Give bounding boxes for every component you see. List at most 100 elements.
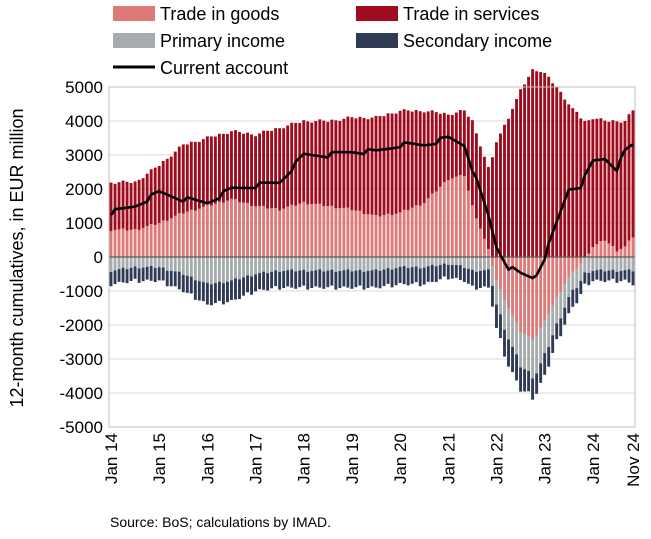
bar-segment: [611, 120, 615, 246]
bar-segment: [298, 122, 302, 204]
x-tick-label: Jan 23: [536, 433, 555, 484]
bar-segment: [209, 136, 213, 206]
bar-segment: [217, 281, 221, 301]
bar-segment: [270, 257, 274, 272]
bar-segment: [165, 257, 169, 271]
bar-segment: [631, 271, 635, 286]
bar-segment: [189, 209, 193, 257]
bar-segment: [406, 268, 410, 286]
bar-segment: [390, 257, 394, 270]
bar-segment: [238, 279, 241, 300]
bar-segment: [503, 124, 506, 257]
bar-segment: [262, 205, 266, 257]
bar-segment: [511, 108, 514, 257]
bar-segment: [450, 114, 454, 179]
x-tick-label: Jan 15: [150, 433, 169, 484]
bar-segment: [314, 121, 318, 204]
bar-segment: [478, 228, 482, 257]
bar-segment: [563, 99, 567, 257]
bar-segment: [442, 181, 446, 257]
bar-segment: [250, 206, 253, 257]
bar-segment: [362, 257, 366, 272]
bar-segment: [278, 271, 282, 290]
bar-segment: [169, 257, 173, 272]
bar-segment: [539, 327, 543, 364]
bar-segment: [205, 204, 209, 257]
bar-segment: [418, 257, 422, 269]
bar-segment: [583, 121, 587, 257]
bar-segment: [386, 113, 390, 214]
bar-segment: [470, 257, 474, 270]
bar-segment: [290, 269, 294, 288]
bar-segment: [627, 257, 631, 270]
bar-segment: [547, 347, 551, 367]
bar-segment: [161, 160, 165, 221]
bar-segment: [591, 257, 595, 272]
bar-segment: [246, 202, 249, 257]
y-tick-label: -4000: [60, 384, 103, 403]
bar-segment: [362, 271, 366, 290]
bar-segment: [555, 323, 559, 340]
bar-segment: [418, 268, 422, 287]
bar-segment: [450, 257, 454, 266]
bar-segment: [446, 180, 450, 257]
bar-segment: [555, 296, 559, 324]
bar-segment: [246, 257, 249, 276]
bar-segment: [587, 272, 591, 286]
bar-segment: [402, 209, 406, 257]
bar-segment: [374, 115, 378, 215]
bar-segment: [430, 264, 434, 282]
y-tick-label: 1000: [65, 214, 103, 233]
bar-segment: [543, 72, 547, 258]
bar-segment: [358, 269, 362, 286]
x-tick-label: Jan 20: [391, 433, 410, 484]
bar-segment: [382, 269, 386, 287]
bar-segment: [346, 116, 350, 208]
bar-segment: [631, 237, 635, 257]
bar-segment: [499, 257, 502, 290]
bar-segment: [270, 130, 274, 209]
bar-segment: [563, 307, 567, 325]
bar-segment: [294, 205, 298, 257]
legend-label-current-account: Current account: [160, 58, 288, 78]
bar-segment: [599, 118, 603, 242]
bar-segment: [121, 267, 125, 283]
bar-segment: [519, 367, 523, 392]
bar-segment: [543, 257, 547, 321]
bar-segment: [414, 266, 418, 283]
bar-segment: [531, 339, 535, 379]
bar-segment: [302, 257, 306, 270]
bar-segment: [386, 257, 390, 269]
bar-segment: [201, 206, 205, 257]
bar-segment: [161, 257, 165, 268]
bar-segment: [394, 213, 398, 257]
bar-segment: [169, 156, 173, 219]
y-tick-label: 2000: [65, 180, 103, 199]
bar-segment: [466, 257, 470, 269]
bar-segment: [330, 205, 334, 257]
bar-segment: [366, 257, 370, 272]
bar-segment: [121, 228, 125, 257]
bar-segment: [213, 257, 217, 284]
bar-segment: [370, 257, 374, 271]
bar-segment: [619, 257, 623, 272]
y-tick-label: -1000: [60, 282, 103, 301]
bar-segment: [535, 335, 539, 374]
bar-segment: [495, 280, 498, 305]
bar-segment: [595, 118, 599, 245]
bar-segment: [603, 271, 607, 283]
bar-segment: [414, 109, 418, 206]
bar-segment: [559, 91, 563, 257]
bar-segment: [370, 117, 374, 215]
bar-segment: [555, 87, 559, 257]
bar-segment: [177, 146, 181, 214]
bar-segment: [507, 308, 510, 340]
bar-segment: [266, 257, 270, 274]
bar-segment: [499, 133, 502, 257]
bar-segment: [567, 104, 571, 257]
bar-segment: [242, 202, 245, 257]
bar-segment: [358, 116, 362, 211]
bar-segment: [515, 99, 518, 257]
bar-segment: [342, 270, 346, 287]
